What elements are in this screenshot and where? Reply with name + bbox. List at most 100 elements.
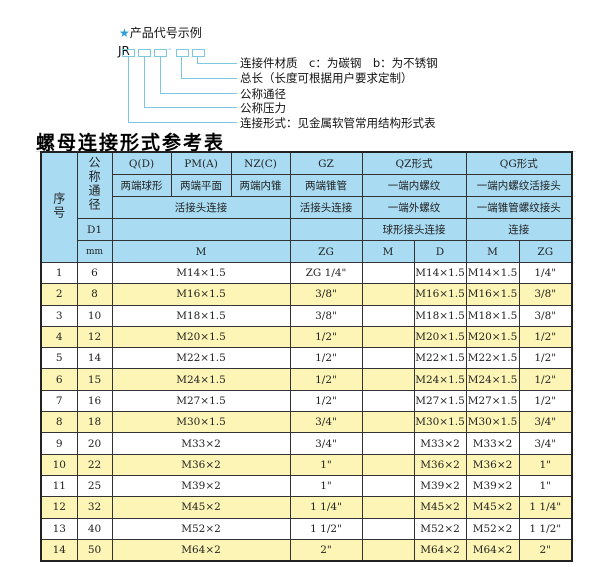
cell-dn: 6 — [76, 261, 113, 285]
cell-gz-zg: 3/4" — [289, 411, 363, 434]
code-box — [176, 49, 189, 57]
cell-seq: 6 — [40, 368, 78, 391]
cell-seq: 1 — [40, 261, 78, 285]
cell-qz-d: M33×2 — [413, 432, 467, 455]
label-material: 连接件材质 c：为碳钢 b：为不锈钢 — [240, 56, 438, 70]
cell-dn: 12 — [76, 325, 113, 349]
cell-m: M18×1.5 — [111, 304, 291, 327]
cell-qz-d: M24×1.5 — [413, 368, 467, 391]
cell-gz-zg: 3/8" — [289, 304, 363, 327]
cell-qz-m — [361, 368, 415, 391]
cell-dn: 25 — [76, 474, 113, 498]
cell-gz-zg: 3/8" — [289, 283, 363, 306]
cell-qg-zg: 1/2" — [518, 347, 573, 370]
cell-qg-m: M39×2 — [465, 474, 520, 498]
cell-gz-zg: 1/2" — [289, 325, 363, 349]
cell-qg-m: M27×1.5 — [465, 389, 520, 413]
header-qg-m: M — [465, 240, 520, 263]
header-qz-m: M — [361, 240, 415, 263]
cell-m: M27×1.5 — [111, 389, 291, 413]
table-row: 9 20 M33×2 3/4" M33×2 M33×2 3/4" — [40, 432, 573, 455]
cell-qz-m — [361, 283, 415, 306]
cell-qg-m: M24×1.5 — [465, 368, 520, 391]
cell-qz-d: M45×2 — [413, 496, 467, 519]
cell-dn: 22 — [76, 453, 113, 476]
code-dash: - — [168, 44, 172, 55]
cell-qz-m — [361, 538, 415, 562]
cell-m: M33×2 — [111, 432, 291, 455]
code-box — [138, 49, 151, 57]
cell-seq: 7 — [40, 389, 78, 413]
cell-qg-m: M52×2 — [465, 517, 520, 540]
cell-qg-m: M22×1.5 — [465, 347, 520, 370]
cell-qg-m: M64×2 — [465, 538, 520, 562]
header-zg: ZG — [289, 240, 363, 263]
header-qz2: 一端内螺纹 — [361, 174, 467, 197]
cell-seq: 12 — [40, 496, 78, 519]
cell-qz-m — [361, 261, 415, 285]
cell-dn: 32 — [76, 496, 113, 519]
header-dn-text: 公称通径 — [87, 156, 101, 212]
cell-qz-d: M20×1.5 — [413, 325, 467, 349]
header-dn: 公称通径 — [76, 151, 113, 219]
cell-gz-zg: 1" — [289, 453, 363, 476]
cell-qz-d: M36×2 — [413, 453, 467, 476]
cell-seq: 10 — [40, 453, 78, 476]
header-gz3: 活接头连接 — [289, 196, 363, 219]
code-box — [154, 49, 167, 57]
cell-m: M16×1.5 — [111, 283, 291, 306]
header-nz2: 两端内锥 — [230, 174, 291, 197]
cell-seq: 5 — [40, 347, 78, 370]
header-empty — [111, 218, 291, 241]
cell-gz-zg: 1/2" — [289, 347, 363, 370]
cell-qg-zg: 1/2" — [518, 389, 573, 413]
cell-qg-m: M33×2 — [465, 432, 520, 455]
header-qg4: 连接 — [465, 218, 573, 241]
cell-dn: 50 — [76, 538, 113, 562]
cell-qg-zg: 2" — [518, 538, 573, 562]
cell-qz-d: M16×1.5 — [413, 283, 467, 306]
header-gz: GZ — [289, 151, 363, 175]
cell-qg-m: M18×1.5 — [465, 304, 520, 327]
cell-gz-zg: 1" — [289, 474, 363, 498]
label-length: 总长（长度可根据用户要求定制） — [240, 71, 413, 85]
cell-qz-m — [361, 496, 415, 519]
table-row: 8 18 M30×1.5 3/4" M30×1.5 M30×1.5 3/4" — [40, 411, 573, 434]
label-diameter: 公称通径 — [240, 87, 286, 101]
cell-qz-d: M39×2 — [413, 474, 467, 498]
cell-qz-m — [361, 453, 415, 476]
header-gz2: 两端锥管 — [289, 174, 363, 197]
cell-gz-zg: ZG 1/4" — [289, 261, 363, 285]
cell-dn: 20 — [76, 432, 113, 455]
cell-dn: 10 — [76, 304, 113, 327]
cell-gz-zg: 2" — [289, 538, 363, 562]
header-seq: 序号 — [40, 151, 78, 263]
cell-seq: 11 — [40, 474, 78, 498]
code-box — [192, 49, 205, 57]
table-row: 4 12 M20×1.5 1/2" M20×1.5 M20×1.5 1/2" — [40, 325, 573, 349]
header-qg: QG形式 — [465, 151, 573, 175]
cell-dn: 8 — [76, 283, 113, 306]
cell-qg-zg: 3/4" — [518, 411, 573, 434]
cell-qg-zg: 3/8" — [518, 304, 573, 327]
cell-qz-m — [361, 325, 415, 349]
cell-qg-zg: 3/8" — [518, 283, 573, 306]
table-title: 螺母连接形式参考表 — [36, 132, 226, 154]
label-connection: 连接形式：见金属软管常用结构形式表 — [240, 116, 436, 130]
cell-m: M39×2 — [111, 474, 291, 498]
example-title: ★产品代号示例 — [119, 24, 202, 41]
cell-m: M52×2 — [111, 517, 291, 540]
table-row: 7 16 M27×1.5 1/2" M27×1.5 M27×1.5 1/2" — [40, 389, 573, 413]
cell-qz-m — [361, 517, 415, 540]
cell-qz-m — [361, 474, 415, 498]
cell-qg-zg: 1" — [518, 453, 573, 476]
cell-gz-zg: 1 1/4" — [289, 496, 363, 519]
header-qg-zg: ZG — [518, 240, 573, 263]
cell-qz-m — [361, 411, 415, 434]
cell-qg-m: M45×2 — [465, 496, 520, 519]
cell-dn: 14 — [76, 347, 113, 370]
cell-qg-zg: 3/4" — [518, 432, 573, 455]
header-empty — [289, 218, 363, 241]
cell-m: M64×2 — [111, 538, 291, 562]
cell-dn: 40 — [76, 517, 113, 540]
